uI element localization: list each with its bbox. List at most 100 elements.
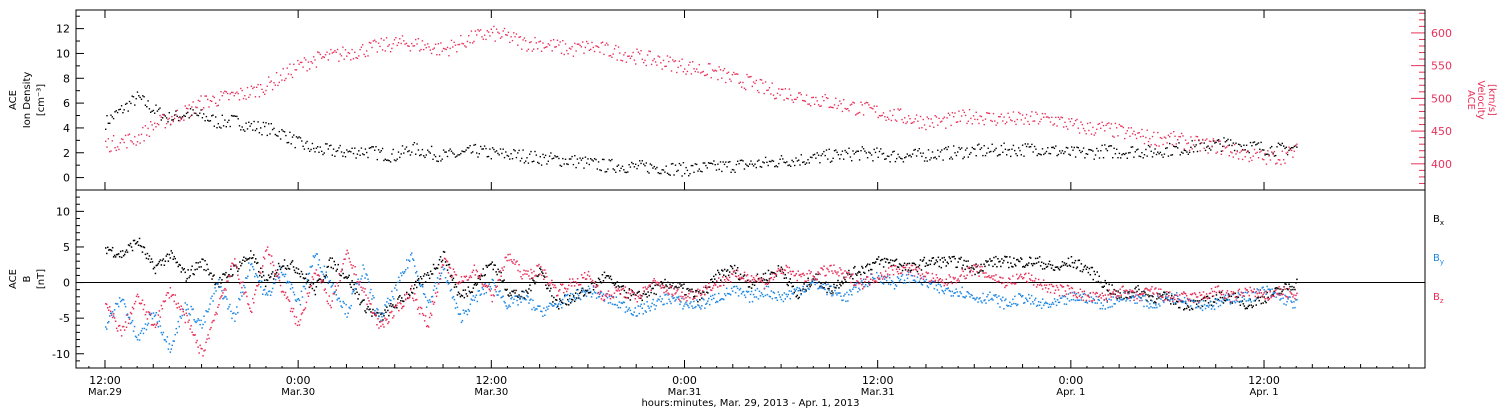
density-point [1077, 147, 1079, 149]
bz-point [488, 288, 490, 290]
velocity-point [1002, 120, 1004, 122]
bx-point [1036, 257, 1039, 259]
velocity-point [955, 121, 958, 123]
bz-point [380, 325, 382, 327]
by-point [756, 287, 759, 290]
by-point [1001, 300, 1003, 302]
velocity-point [654, 61, 657, 63]
by-point [877, 275, 880, 277]
velocity-point [734, 73, 736, 75]
bz-point [199, 344, 201, 347]
bz-point [575, 282, 578, 284]
bx-point [515, 289, 517, 292]
bz-point [368, 300, 370, 302]
density-point [971, 146, 973, 149]
velocity-point [1224, 147, 1227, 149]
velocity-point [453, 41, 455, 43]
velocity-point [1029, 115, 1032, 117]
by-point [894, 284, 897, 286]
velocity-point [623, 54, 625, 56]
bx-point [209, 272, 211, 274]
by-point [262, 293, 264, 295]
velocity-point [156, 122, 159, 125]
bx-point [1101, 286, 1103, 288]
velocity-point [958, 110, 960, 112]
density-point [552, 157, 555, 159]
bx-point [1034, 257, 1037, 260]
by-point [1130, 297, 1132, 299]
velocity-point [574, 42, 576, 45]
by-point [800, 293, 802, 296]
bz-point [334, 285, 336, 287]
by-point [609, 301, 612, 304]
bz-point [745, 275, 748, 277]
by-point [700, 308, 702, 310]
by-point [1009, 301, 1011, 304]
density-point [416, 143, 418, 145]
velocity-point [374, 39, 376, 41]
velocity-point [772, 94, 775, 96]
bz-point [270, 255, 273, 257]
by-point [406, 259, 408, 261]
bz-point [286, 296, 289, 298]
density-point [629, 166, 632, 168]
density-point [921, 155, 923, 158]
by-point [461, 319, 464, 322]
bx-point [698, 291, 700, 293]
density-point [1186, 151, 1188, 153]
bx-point [484, 274, 486, 276]
bx-point [214, 283, 216, 286]
velocity-point [244, 95, 246, 97]
density-point [1131, 146, 1134, 148]
bz-point [498, 278, 500, 281]
velocity-point [707, 63, 710, 65]
by-point [886, 275, 889, 277]
by-point [206, 310, 208, 313]
by-point [1207, 306, 1210, 308]
by-point [784, 298, 786, 300]
bz-point [527, 270, 529, 272]
by-point [646, 301, 648, 303]
bx-point [1227, 293, 1230, 295]
velocity-point [1272, 153, 1274, 155]
bx-point [168, 253, 171, 256]
by-point [775, 297, 778, 299]
bx-point [366, 308, 368, 310]
bz-point [594, 286, 597, 288]
by-point [174, 333, 176, 336]
by-point [729, 294, 732, 296]
bz-point [627, 292, 630, 294]
bz-point [110, 314, 113, 316]
velocity-point [130, 140, 132, 142]
bx-point [666, 285, 668, 288]
density-point [427, 149, 429, 151]
velocity-point [689, 61, 691, 63]
velocity-point [804, 100, 806, 102]
bx-point [1252, 305, 1254, 307]
by-point [834, 289, 836, 292]
density-point [158, 108, 160, 111]
by-point [428, 299, 431, 301]
velocity-point [639, 53, 641, 55]
velocity-point [1215, 152, 1217, 154]
velocity-point [127, 134, 129, 136]
by-point [986, 296, 988, 298]
bx-point [891, 259, 894, 262]
bz-point [129, 311, 132, 314]
bx-point [262, 274, 265, 277]
bz-point [337, 285, 339, 287]
density-point [458, 154, 461, 156]
bx-point [601, 274, 604, 276]
bx-point [1251, 306, 1253, 309]
velocity-point [534, 36, 536, 39]
bx-point [873, 261, 875, 264]
bz-point [785, 264, 787, 267]
by-point [831, 295, 833, 297]
by-point [1220, 300, 1223, 302]
by-point [1046, 302, 1049, 305]
density-point [1157, 151, 1159, 153]
density-point [1011, 148, 1013, 150]
bz-point [105, 303, 107, 305]
by-point [1098, 299, 1100, 301]
velocity-point [1086, 122, 1089, 125]
